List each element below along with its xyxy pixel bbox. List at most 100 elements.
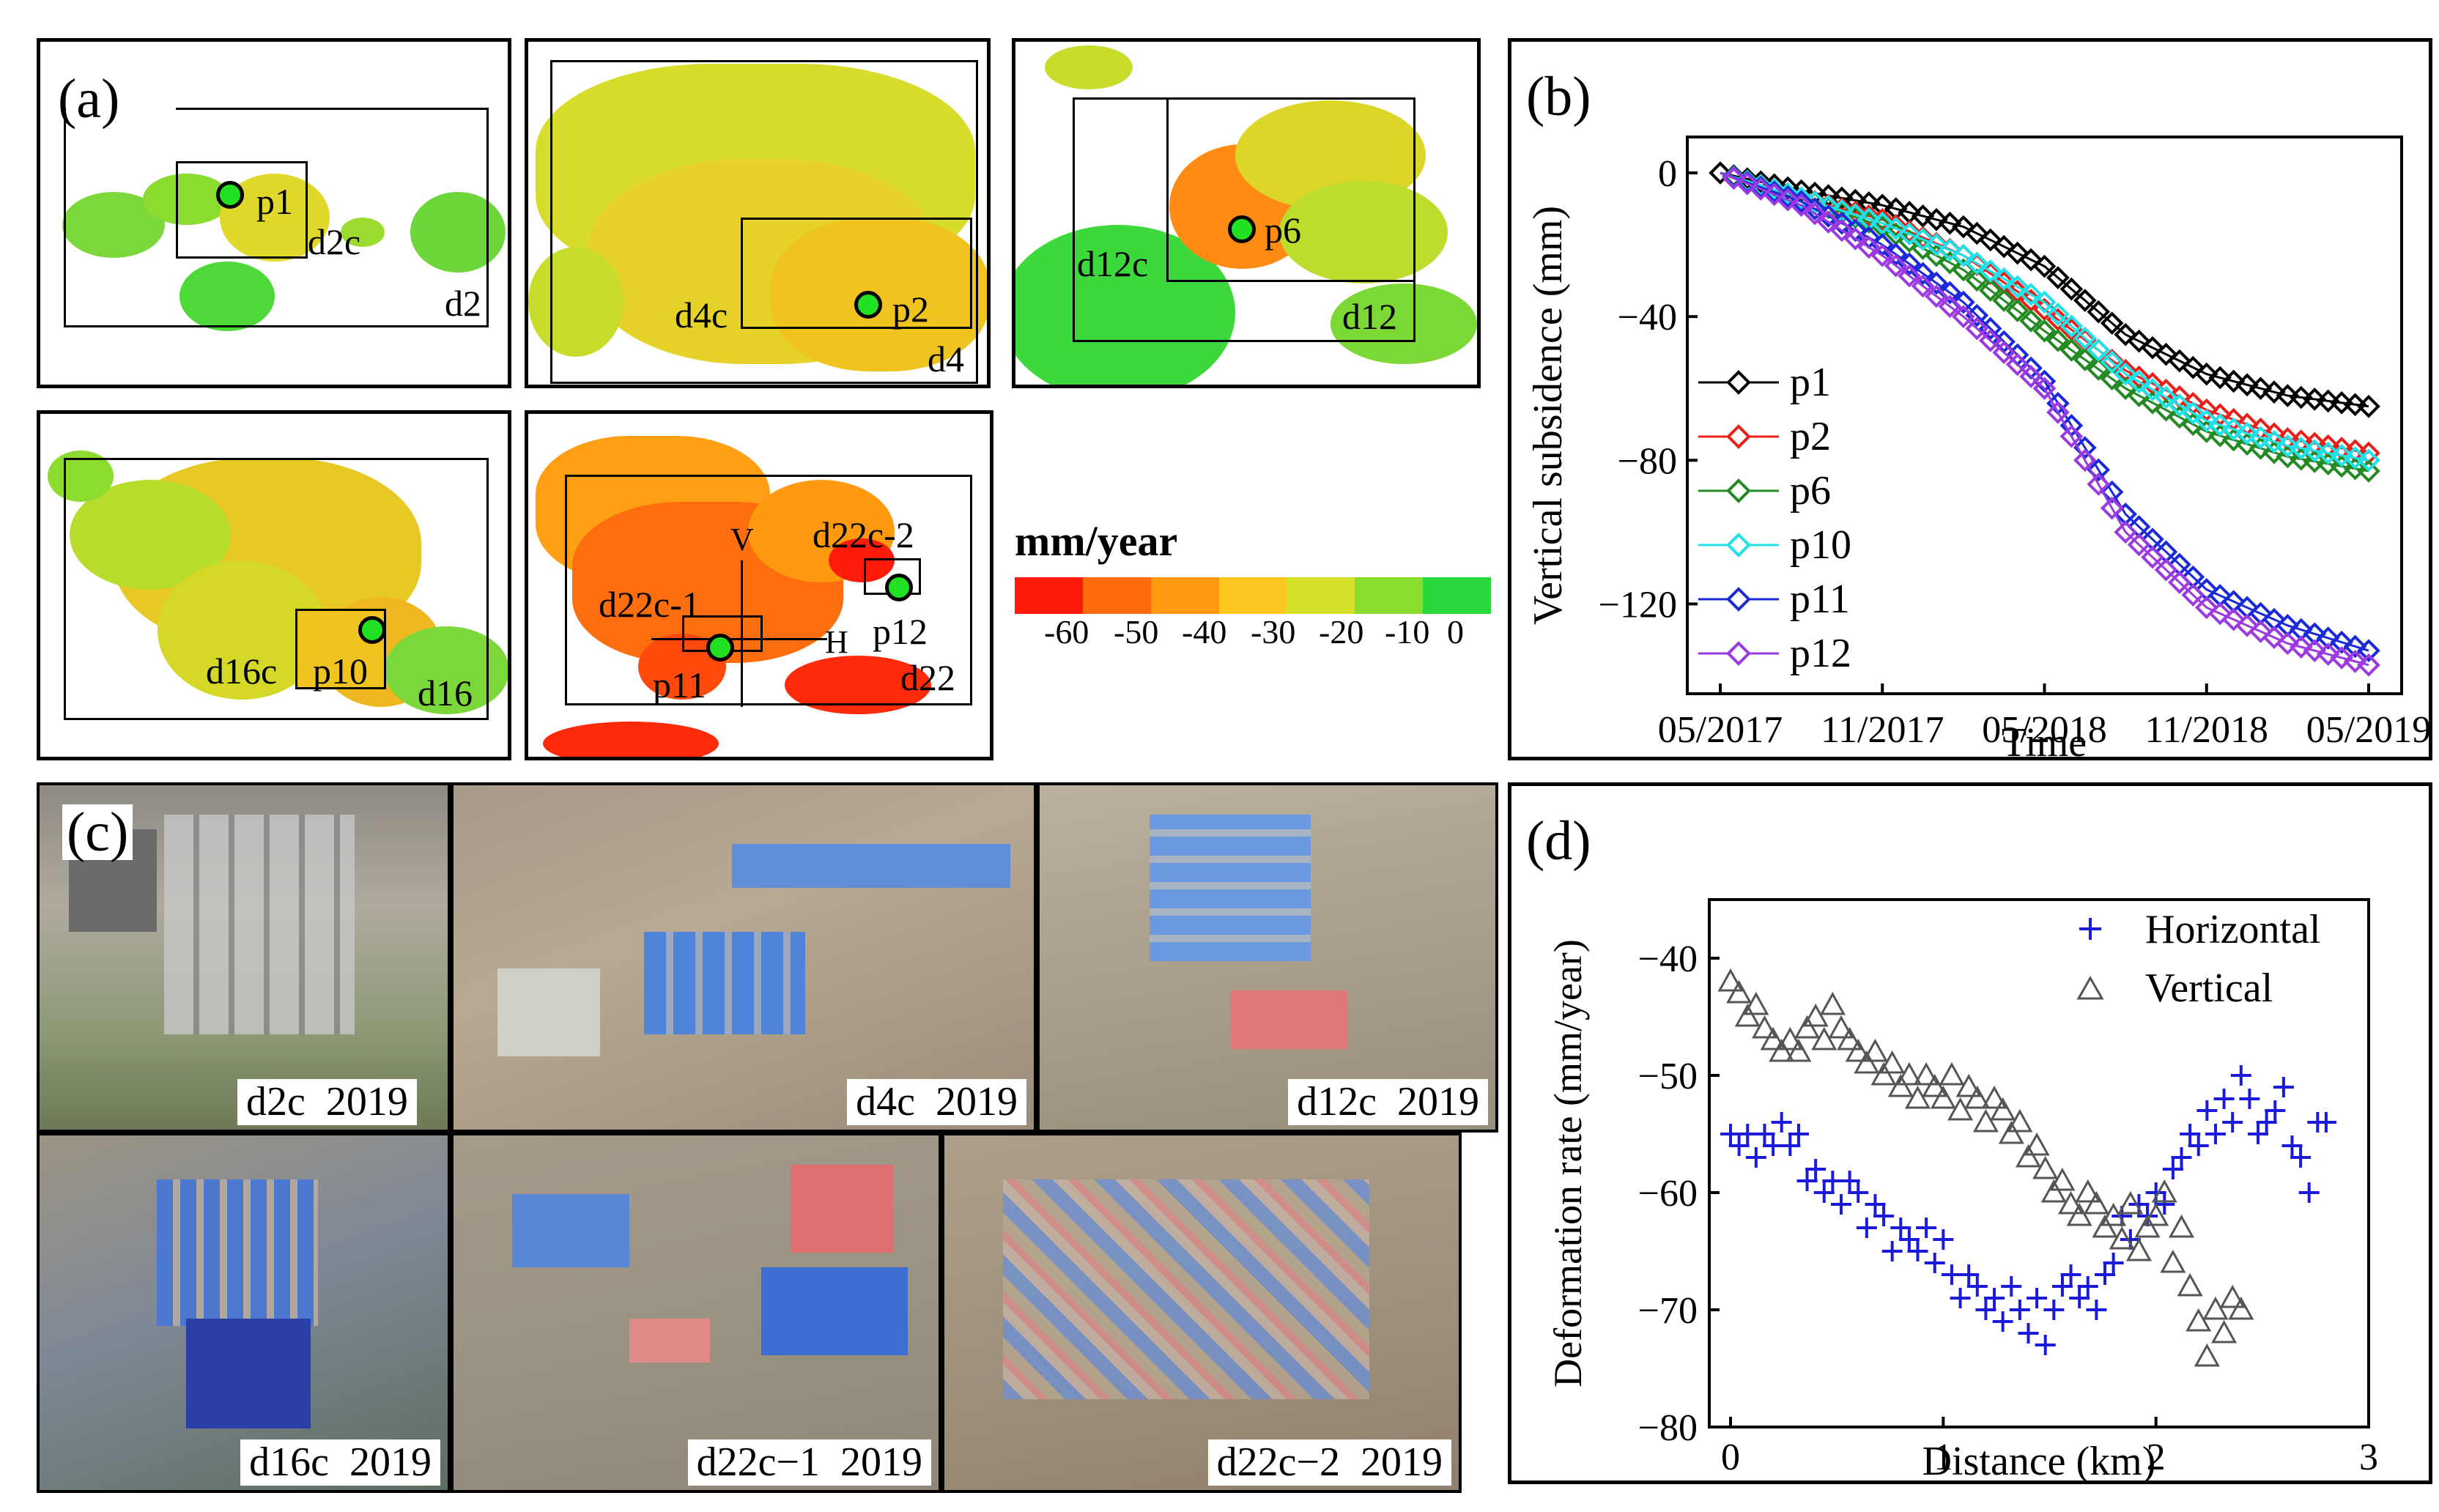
data-point-horizontal [1898, 1229, 1920, 1250]
data-point-vertical [2049, 1167, 2076, 1191]
data-point-p1 [2114, 322, 2137, 346]
x-tick-label: 11/2018 [2144, 709, 2268, 751]
box-d4 [550, 60, 978, 384]
box-d2 [64, 108, 489, 327]
data-point-p1 [2181, 355, 2205, 379]
data-point-vertical [1734, 1003, 1761, 1027]
photo-d12c: d12c 2019 [1037, 782, 1498, 1133]
data-point-p12 [2005, 352, 2029, 377]
data-point-p10 [2046, 303, 2070, 326]
data-point-p10 [2168, 393, 2191, 417]
data-point-p10 [2114, 362, 2137, 386]
colorbar-segment [1082, 577, 1151, 614]
data-point-p12 [2208, 601, 2232, 626]
data-point-p1 [2208, 366, 2232, 390]
data-point-horizontal [1924, 1253, 1945, 1273]
y-tick-label: −40 [1638, 938, 1698, 980]
data-point-p6 [1978, 278, 2002, 303]
data-point-p12 [2114, 520, 2137, 544]
point-p2 [854, 291, 882, 319]
panel-c-label: (c) [62, 804, 133, 860]
data-point-vertical [1743, 991, 1769, 1015]
y-tick-label: −120 [1599, 584, 1677, 626]
colorbar-segment [1150, 577, 1219, 614]
data-point-p12 [1978, 329, 2002, 352]
data-point-horizontal [2009, 1300, 2030, 1320]
data-point-p12 [2046, 401, 2070, 424]
data-point-p1 [1965, 221, 1989, 245]
data-point-vertical [2083, 1190, 2109, 1215]
data-point-vertical [2032, 1155, 2059, 1179]
data-point-p12 [2073, 448, 2097, 472]
map-d2: (a) p1 d2c d2 [37, 38, 511, 388]
data-point-p11 [2087, 458, 2111, 482]
data-point-p12 [1762, 182, 1786, 207]
legend-marker [1726, 478, 1751, 503]
legend-label-p10: p10 [1790, 522, 1851, 568]
data-point-horizontal [1975, 1300, 1996, 1320]
data-point-horizontal [1984, 1288, 2005, 1308]
data-point-p1 [2019, 248, 2043, 272]
data-point-horizontal [2256, 1112, 2277, 1133]
box-d16 [64, 458, 489, 720]
photo-d22c-2: d22c−2 2019 [941, 1133, 1462, 1493]
x-tick-label: 2 [2147, 1437, 2166, 1478]
point-p1 [216, 181, 244, 209]
data-point-p12 [1884, 253, 1908, 278]
data-point-horizontal [2051, 1276, 2073, 1297]
data-point-p6 [1965, 268, 1989, 292]
data-point-p1 [2303, 388, 2327, 411]
data-point-vertical [1947, 1097, 1974, 1121]
data-point-p10 [1870, 211, 1895, 235]
x-axis-label: Time [2002, 720, 2087, 757]
panel-d-label: (d) [1526, 810, 1591, 872]
data-point-vertical [1939, 1061, 1965, 1086]
box-d2c [176, 161, 308, 259]
data-point-p12 [1870, 243, 1895, 267]
data-point-horizontal [2205, 1124, 2226, 1144]
data-point-p10 [2276, 434, 2300, 458]
data-point-p6 [2343, 456, 2367, 481]
data-point-p12 [1789, 193, 1813, 217]
data-point-p1 [2005, 241, 2029, 265]
data-point-horizontal [1881, 1241, 1903, 1261]
data-point-p1 [2316, 389, 2340, 413]
data-point-p11 [1952, 290, 1975, 314]
data-point-vertical [1828, 1015, 1854, 1039]
box-label: d12c [1077, 243, 1149, 284]
data-point-horizontal [2043, 1300, 2065, 1320]
x-tick-label: 05/2018 [1982, 709, 2106, 751]
data-point-horizontal [1950, 1288, 1971, 1308]
data-point-vertical [2194, 1343, 2220, 1367]
deformation-chart: (d) −40 −50 −60 −70 −80 0 1 2 3 Horizontal Verti… [1526, 810, 2378, 1480]
legend-marker [1726, 641, 1751, 666]
data-point-p6 [2289, 447, 2313, 471]
box-label: d12 [1342, 296, 1397, 337]
series-line-p12 [1720, 171, 2369, 667]
data-point-vertical [1904, 1085, 1931, 1109]
data-point-p1 [1789, 179, 1813, 203]
data-point-p10 [1884, 217, 1908, 240]
legend-label-horizontal: Horizontal [2145, 907, 2320, 952]
data-point-p12 [2330, 646, 2353, 670]
point-label: p6 [1265, 210, 1301, 251]
data-point-p1 [2032, 254, 2057, 278]
data-point-p1 [2289, 385, 2313, 410]
y-tick-label: −50 [1638, 1056, 1698, 1097]
data-point-horizontal [2060, 1264, 2081, 1285]
legend-label-p2: p2 [1790, 414, 1831, 459]
data-point-vertical [1785, 1038, 1812, 1062]
data-point-p1 [2168, 349, 2191, 373]
photo-label: d4c 2019 [847, 1079, 1026, 1125]
profile-v-label: V [730, 522, 754, 557]
x-tick-label: 3 [2359, 1437, 2378, 1478]
box-label: d16c [206, 651, 278, 692]
data-point-p10 [2073, 326, 2097, 350]
data-point-p1 [2154, 342, 2178, 366]
data-point-p10 [2235, 421, 2259, 445]
data-point-p12 [1952, 305, 1975, 328]
data-point-p12 [1857, 235, 1881, 259]
legend-marker [1726, 587, 1751, 612]
data-point-vertical [2024, 1132, 2050, 1156]
data-point-vertical [2151, 1179, 2177, 1203]
